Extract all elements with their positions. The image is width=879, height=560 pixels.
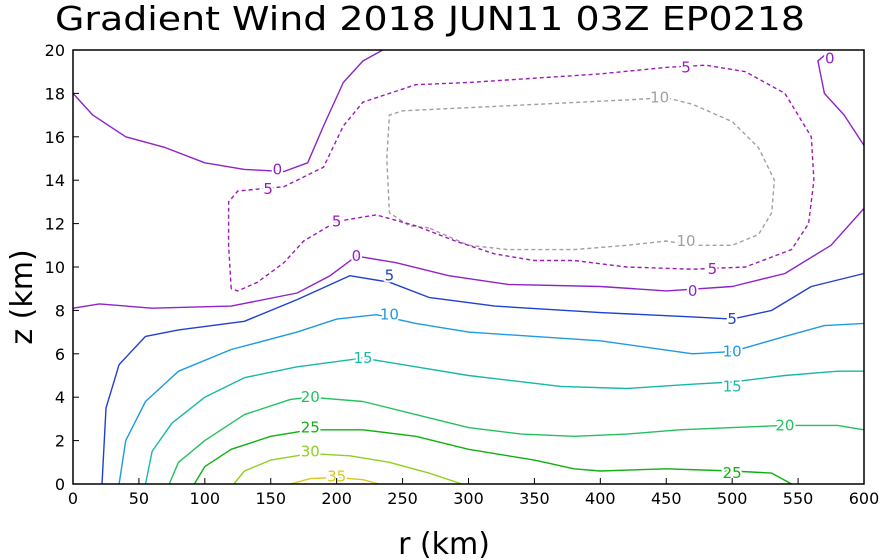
contour-line [144, 357, 864, 485]
x-axis-ticks: 0 50 100 150 200 250 300 350 400 450 500 550 600 [68, 478, 879, 508]
y-tick-label: 20 [45, 41, 65, 60]
x-tick-label: 100 [190, 489, 221, 508]
contour-line [118, 314, 865, 485]
contour-line [227, 64, 815, 292]
y-tick-label: 8 [55, 301, 65, 320]
contour-label: 10 [650, 89, 669, 107]
x-tick-label: 50 [129, 489, 149, 508]
x-tick-label: 200 [321, 489, 352, 508]
contour-line [233, 452, 463, 485]
contour-label: 5 [385, 267, 395, 285]
y-tick-label: 0 [55, 475, 65, 494]
contour-label: 5 [263, 180, 273, 198]
contour-label: 35 [327, 467, 346, 485]
contour-label: 0 [273, 160, 283, 178]
y-axis-ticks: 0 2 4 6 8 10 12 14 16 18 20 [45, 41, 79, 494]
x-tick-label: 400 [585, 489, 616, 508]
contour-line [72, 49, 384, 173]
x-tick-label: 0 [68, 489, 78, 508]
x-tick-label: 300 [453, 489, 484, 508]
y-tick-label: 12 [45, 215, 65, 234]
contour-line [101, 272, 865, 485]
y-tick-label: 18 [45, 84, 65, 103]
contour-label: 5 [727, 310, 737, 328]
y-tick-label: 2 [55, 432, 65, 451]
contour-line [72, 207, 865, 309]
contour-label: 20 [301, 388, 320, 406]
x-tick-label: 600 [849, 489, 879, 508]
x-tick-label: 550 [783, 489, 814, 508]
contour-label: 15 [723, 377, 742, 395]
contour-line [168, 396, 865, 485]
contour-line [290, 476, 380, 485]
contour-label: 25 [723, 464, 742, 482]
y-axis-label: z (km) [5, 249, 40, 344]
y-tick-label: 10 [45, 258, 65, 277]
contour-label: 10 [676, 232, 695, 250]
x-tick-label: 500 [717, 489, 748, 508]
contour-label: 30 [301, 442, 320, 460]
contour-label: 15 [353, 349, 372, 367]
contour-label: 25 [301, 419, 320, 437]
contour-label: 0 [825, 50, 835, 68]
contour-label: 0 [688, 282, 698, 300]
y-tick-label: 14 [45, 171, 65, 190]
y-tick-label: 16 [45, 128, 65, 147]
contour-label: 0 [352, 247, 362, 265]
y-tick-label: 6 [55, 345, 65, 364]
x-axis-label: r (km) [398, 527, 490, 560]
x-tick-label: 450 [651, 489, 682, 508]
contour-line [193, 429, 792, 485]
contour-line [817, 49, 865, 146]
contour-label: 5 [681, 58, 691, 76]
chart-title: Gradient Wind 2018 JUN11 03Z EP0218 [55, 0, 805, 38]
contour-label: 20 [775, 416, 794, 434]
contour-label: 5 [708, 260, 718, 278]
contour-label: 10 [723, 343, 742, 361]
contour-label: 10 [380, 306, 399, 324]
contour-layer [72, 49, 865, 485]
y-tick-label: 4 [55, 388, 65, 407]
x-tick-label: 150 [255, 489, 286, 508]
contour-line [386, 97, 776, 251]
x-tick-label: 250 [387, 489, 418, 508]
x-tick-label: 350 [519, 489, 550, 508]
contour-label: 5 [332, 212, 342, 230]
